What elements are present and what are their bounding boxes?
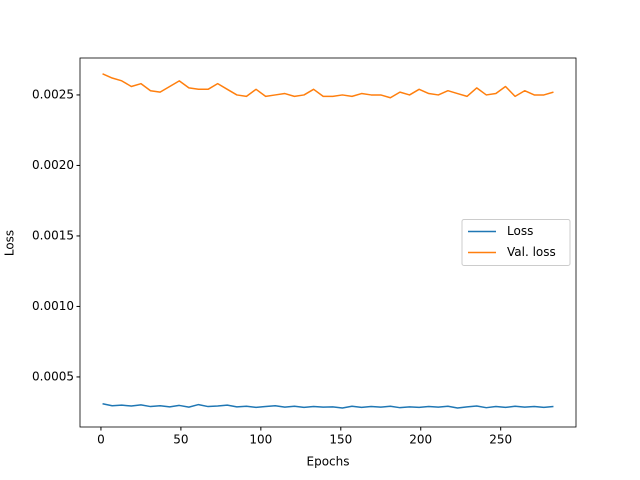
plot-frame [79,57,577,428]
legend-label: Val. loss [507,245,556,259]
y-tick-label: 0.0025 [32,87,74,101]
y-tick-label: 0.0005 [32,369,74,383]
x-tick-label: 150 [329,433,352,447]
y-axis-label: Loss [3,230,17,256]
y-tick-label: 0.0020 [32,158,74,172]
series-line [102,403,554,409]
y-tick-label: 0.0015 [32,228,74,242]
x-tick-label: 200 [409,433,432,447]
x-tick-label: 100 [249,433,272,447]
legend-label: Loss [507,224,533,238]
series-line [102,73,554,99]
y-tick-label: 0.0010 [32,299,74,313]
x-tick-label: 0 [97,433,105,447]
x-tick-label: 50 [173,433,188,447]
x-tick-label: 250 [489,433,512,447]
x-axis-label: Epochs [307,455,350,469]
